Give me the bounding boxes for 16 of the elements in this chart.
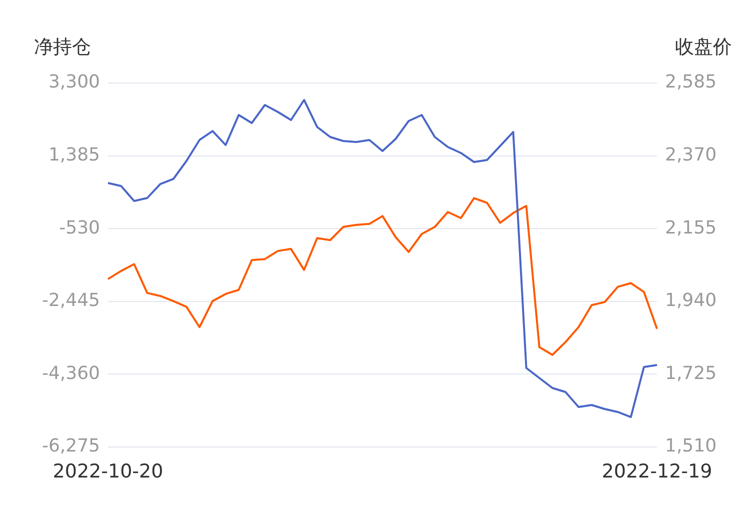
y-tick-label: 3,300 xyxy=(48,72,100,93)
y2-tick-label: 1,510 xyxy=(665,436,717,457)
y2-axis-title: 收盘价 xyxy=(675,36,732,58)
y-tick-label: -530 xyxy=(59,217,100,238)
x-tick-label: 2022-12-19 xyxy=(602,460,712,482)
y2-tick-label: 2,585 xyxy=(665,72,717,93)
y2-tick-label: 1,725 xyxy=(665,362,717,384)
y2-tick-label: 2,370 xyxy=(665,144,717,166)
y-tick-label: 1,385 xyxy=(48,144,100,166)
y-tick-label: -2,445 xyxy=(42,290,100,312)
y2-tick-label: 1,940 xyxy=(665,290,717,312)
y-axis-title: 净持仓 xyxy=(34,36,91,58)
x-tick-label: 2022-10-20 xyxy=(52,460,164,482)
y2-tick-label: 2,155 xyxy=(665,217,717,238)
y-tick-label: -6,275 xyxy=(42,436,100,457)
y-tick-label: -4,360 xyxy=(42,362,100,384)
